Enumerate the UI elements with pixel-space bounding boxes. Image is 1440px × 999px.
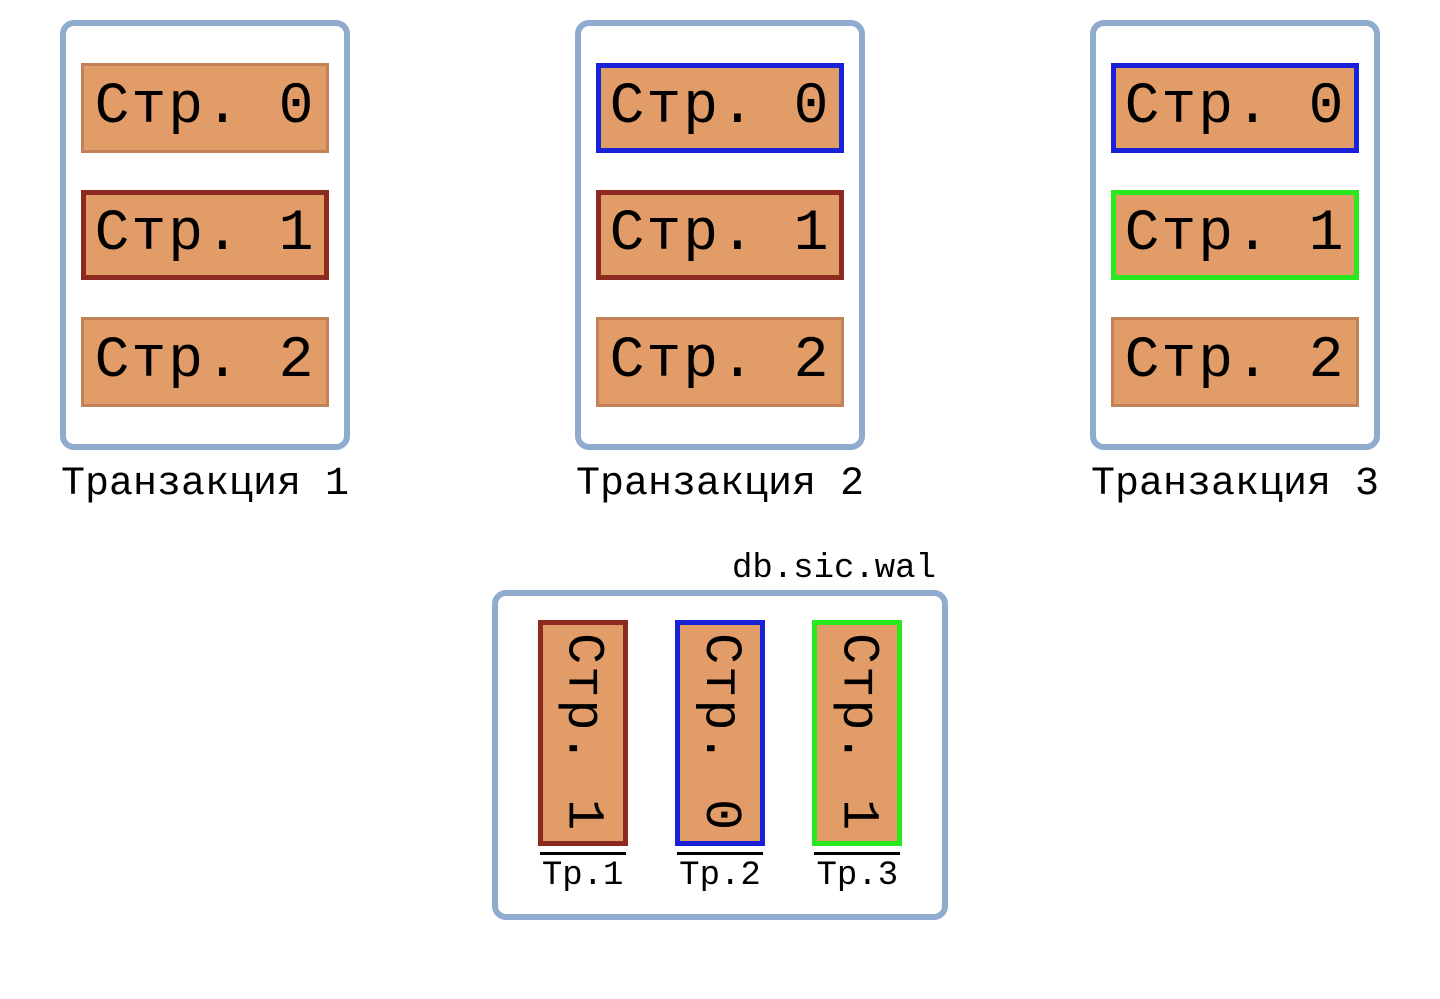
- tx3-page-1: Стр. 1: [1111, 190, 1359, 280]
- tx3-page-2-label: Стр. 2: [1125, 333, 1346, 391]
- transaction-1: Стр. 0 Стр. 1 Стр. 2 Транзакция 1: [60, 20, 350, 507]
- tx3-page-1-label: Стр. 1: [1125, 206, 1346, 264]
- wal-title: db.sic.wal: [492, 550, 948, 588]
- wal-cell-3: Стр. 1: [812, 620, 902, 846]
- wal-entry-3: Стр. 1 Тр.3: [812, 620, 902, 895]
- wal-label-1: Тр.1: [542, 857, 624, 895]
- tx2-page-1-label: Стр. 1: [610, 206, 831, 264]
- tx3-page-0: Стр. 0: [1111, 63, 1359, 153]
- wal-cell-1-label: Стр. 1: [557, 633, 609, 832]
- wal-entry-1: Стр. 1 Тр.1: [538, 620, 628, 895]
- wal-underline-2: [677, 852, 763, 855]
- wal-cell-2: Стр. 0: [675, 620, 765, 846]
- tx3-page-0-label: Стр. 0: [1125, 79, 1346, 137]
- transactions-row: Стр. 0 Стр. 1 Стр. 2 Транзакция 1 Стр. 0…: [0, 0, 1440, 507]
- wal-label-2: Тр.2: [679, 857, 761, 895]
- tx1-page-0-label: Стр. 0: [95, 79, 316, 137]
- tx3-page-2: Стр. 2: [1111, 317, 1359, 407]
- tx1-page-0: Стр. 0: [81, 63, 329, 153]
- tx2-page-1: Стр. 1: [596, 190, 844, 280]
- tx2-page-2-label: Стр. 2: [610, 333, 831, 391]
- tx1-page-1-label: Стр. 1: [95, 206, 316, 264]
- transaction-2-label: Транзакция 2: [576, 462, 864, 507]
- tx2-page-0: Стр. 0: [596, 63, 844, 153]
- transaction-1-container: Стр. 0 Стр. 1 Стр. 2: [60, 20, 350, 450]
- wal-section: db.sic.wal Стр. 1 Тр.1 Стр. 0 Тр.2 Стр. …: [492, 550, 948, 920]
- tx1-page-1: Стр. 1: [81, 190, 329, 280]
- wal-label-3: Тр.3: [817, 857, 899, 895]
- transaction-3-container: Стр. 0 Стр. 1 Стр. 2: [1090, 20, 1380, 450]
- transaction-3-label: Транзакция 3: [1091, 462, 1379, 507]
- tx2-page-2: Стр. 2: [596, 317, 844, 407]
- wal-cell-1: Стр. 1: [538, 620, 628, 846]
- transaction-2: Стр. 0 Стр. 1 Стр. 2 Транзакция 2: [575, 20, 865, 507]
- transaction-1-label: Транзакция 1: [61, 462, 349, 507]
- tx2-page-0-label: Стр. 0: [610, 79, 831, 137]
- wal-entry-2: Стр. 0 Тр.2: [675, 620, 765, 895]
- transaction-2-container: Стр. 0 Стр. 1 Стр. 2: [575, 20, 865, 450]
- tx1-page-2-label: Стр. 2: [95, 333, 316, 391]
- tx1-page-2: Стр. 2: [81, 317, 329, 407]
- wal-cell-3-label: Стр. 1: [831, 633, 883, 832]
- wal-cell-2-label: Стр. 0: [694, 633, 746, 832]
- wal-underline-1: [540, 852, 626, 855]
- transaction-3: Стр. 0 Стр. 1 Стр. 2 Транзакция 3: [1090, 20, 1380, 507]
- wal-underline-3: [814, 852, 900, 855]
- wal-container: Стр. 1 Тр.1 Стр. 0 Тр.2 Стр. 1 Тр.3: [492, 590, 948, 920]
